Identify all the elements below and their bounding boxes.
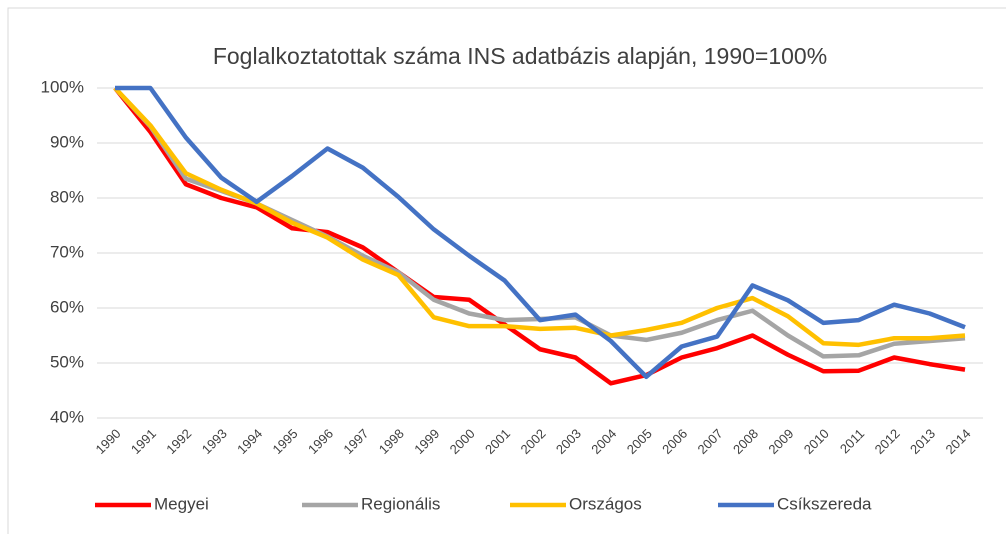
chart-frame xyxy=(7,7,1006,534)
series-line xyxy=(113,86,966,386)
series-line xyxy=(115,85,966,379)
legend-label: Megyei xyxy=(154,494,209,513)
legend-label: Regionális xyxy=(361,494,440,513)
y-tick-label: 60% xyxy=(50,297,84,316)
y-tick-label: 90% xyxy=(50,132,84,151)
y-tick-label: 40% xyxy=(50,407,84,426)
y-tick-label: 70% xyxy=(50,242,84,261)
legend-label: Országos xyxy=(569,494,642,513)
y-tick-label: 80% xyxy=(50,187,84,206)
y-tick-label: 100% xyxy=(41,77,84,96)
legend-label: Csíkszereda xyxy=(777,494,872,513)
chart-title: Foglalkoztatottak száma INS adatbázis al… xyxy=(213,43,827,69)
y-tick-label: 50% xyxy=(50,352,84,371)
